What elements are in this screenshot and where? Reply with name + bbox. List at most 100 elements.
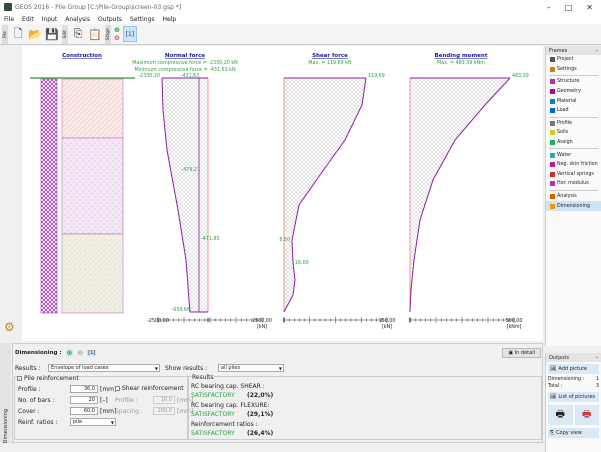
value-label: 8,50 xyxy=(279,237,290,243)
value-label: -479,27 xyxy=(181,167,200,173)
maximize-button[interactable]: □ xyxy=(564,2,573,12)
frame-item-settings[interactable]: Settings xyxy=(546,65,601,75)
minimize-button[interactable]: – xyxy=(546,2,551,12)
stage-button[interactable]: [1] xyxy=(87,350,97,356)
show-results-value: all piles xyxy=(221,365,241,371)
frame-item-geometry[interactable]: Geometry xyxy=(546,87,601,97)
paste-icon[interactable]: 📋 xyxy=(88,27,102,41)
frame-item-label: Hor. modulus xyxy=(557,181,589,187)
shear-summary-1: Max. = 119,69 kN xyxy=(308,60,352,66)
result-label: RC bearing cap. FLEXURE: xyxy=(191,402,270,409)
shear-area xyxy=(284,78,366,312)
remove-icon[interactable]: ⊖ xyxy=(77,349,84,357)
frame-item-profile[interactable]: Profile xyxy=(546,119,601,129)
frame-item-assign[interactable]: Assign xyxy=(546,138,601,148)
drawing-canvas[interactable]: Construction Normal force Maximum compres… xyxy=(22,46,543,341)
bars-unit: [–] xyxy=(100,396,108,404)
copy-view-icon: ⎘ xyxy=(550,430,555,436)
add-picture-icon: 🖼 xyxy=(550,366,557,372)
add-stage-icon[interactable]: ⊕ xyxy=(114,26,120,34)
frame-item-load[interactable]: Load xyxy=(546,106,601,116)
menu-analysis[interactable]: Analysis xyxy=(65,15,90,23)
frame-item-neg-skin-friction[interactable]: Neg. skin friction xyxy=(546,160,601,170)
pile xyxy=(40,78,58,314)
remove-stage-icon[interactable]: ⊖ xyxy=(114,34,120,42)
dimensioning-icon xyxy=(550,203,555,209)
frame-item-label: Neg. skin friction xyxy=(557,162,598,168)
menu-settings[interactable]: Settings xyxy=(129,15,155,23)
frame-item-structure[interactable]: Structure xyxy=(546,77,601,87)
menu-edit[interactable]: Edit xyxy=(22,15,34,23)
stage-button[interactable]: [1] xyxy=(122,26,137,42)
in-detail-button[interactable]: ▣ In detail xyxy=(502,348,541,358)
value-label: -2330,20 xyxy=(138,73,160,79)
results-group: Results RC bearing cap. SHEAR : SATISFAC… xyxy=(188,374,542,440)
cover-label: Cover : xyxy=(18,407,40,415)
pile-reinforcement-checkbox[interactable]: ✓ xyxy=(17,376,22,381)
shear-reinforcement-checkbox[interactable] xyxy=(115,386,120,391)
close-button[interactable]: ✕ xyxy=(586,2,593,12)
window-title: GEO5 2016 - Pile Group [C:\Pile-Group\sc… xyxy=(15,3,182,11)
shear-profile-label: Profile : xyxy=(115,396,138,404)
tick-label: 150,00 xyxy=(379,318,396,324)
frames-collapse-button[interactable]: – xyxy=(595,47,599,54)
menu-outputs[interactable]: Outputs xyxy=(97,15,122,23)
frame-item-analysis[interactable]: Analysis xyxy=(546,192,601,202)
dimensioning-count: 1 xyxy=(595,377,599,382)
copy-view-button[interactable]: ⎘ Copy view xyxy=(548,428,599,438)
menu-input[interactable]: Input xyxy=(41,15,58,23)
open-file-icon[interactable]: 📂 xyxy=(28,27,42,41)
save-icon[interactable]: 💾 xyxy=(45,27,59,41)
structure-icon xyxy=(550,79,555,85)
print-icon[interactable]: 🖶 xyxy=(548,405,573,425)
soil-layer-3 xyxy=(61,233,124,314)
menu-file[interactable]: File xyxy=(4,15,15,23)
frame-item-water[interactable]: Water xyxy=(546,150,601,160)
settings-gear-icon[interactable]: ⚙ xyxy=(4,320,15,334)
frame-item-material[interactable]: Material xyxy=(546,96,601,106)
frame-item-project[interactable]: Project xyxy=(546,55,601,65)
shear-profile-input[interactable]: 16,0 xyxy=(153,396,175,404)
spacing-unit: [mm] xyxy=(177,407,194,415)
dimensioning-header: Dimensioning : xyxy=(15,350,62,356)
frames-separator xyxy=(549,75,598,77)
frame-item-dimensioning[interactable]: Dimensioning xyxy=(546,201,601,211)
list-of-pictures-button[interactable]: 🖼 List of pictures xyxy=(548,392,599,402)
value-label: -471,85 xyxy=(201,236,220,242)
outputs-title: Outputs xyxy=(549,354,569,361)
left-strip: ⚙ xyxy=(0,46,22,341)
frame-item-label: Settings xyxy=(557,66,577,72)
frame-item-soils[interactable]: Soils xyxy=(546,128,601,138)
frame-item-label: Profile xyxy=(557,120,572,126)
copy-icon[interactable]: ⎘ xyxy=(73,27,83,40)
frame-item-hor-modulus[interactable]: Hor. modulus xyxy=(546,179,601,189)
moment-area xyxy=(410,78,510,312)
spacing-input[interactable]: 200,0 xyxy=(153,407,175,415)
profile-input[interactable]: 36,0 xyxy=(70,385,98,393)
total-count: 3 xyxy=(595,384,599,389)
new-file-icon[interactable]: 🗋 xyxy=(13,26,23,40)
dimensioning-count-label: Dimensioning : xyxy=(548,377,585,382)
bars-input[interactable]: 20 xyxy=(70,396,98,404)
frame-item-label: Water xyxy=(557,152,572,158)
outputs-header: Outputs – xyxy=(546,353,601,362)
frame-item-vertical-springs[interactable]: Vertical springs xyxy=(546,170,601,180)
tick-label: 2500,00 xyxy=(252,318,272,324)
add-picture-button[interactable]: 🖼 Add picture xyxy=(548,364,599,374)
result-label: Reinforcement ratios : xyxy=(191,421,258,428)
geometry-icon xyxy=(550,89,555,95)
dimensioning-side-tab[interactable]: Dimensioning xyxy=(0,343,11,443)
outputs-panel: Outputs – 🖼 Add picture Dimensioning :1 To… xyxy=(545,353,601,452)
pile-reinforcement-label: Pile reinforcement xyxy=(24,375,79,382)
add-icon[interactable]: ⊕ xyxy=(65,349,74,357)
results-select[interactable]: Envelope of load cases ▼ xyxy=(48,364,160,372)
tick-label: 0 xyxy=(282,318,285,324)
pile-reinforcement-group: ✓ Pile reinforcement Profile :36,0 [mm] No… xyxy=(14,375,193,440)
print-pdf-icon[interactable]: 🖶 xyxy=(574,405,599,425)
menu-help[interactable]: Help xyxy=(162,15,177,23)
show-results-select[interactable]: all piles ▼ xyxy=(218,364,284,372)
ratios-select[interactable]: pile ▼ xyxy=(70,418,116,426)
cover-input[interactable]: 60,0 xyxy=(70,407,98,415)
outputs-collapse-button[interactable]: – xyxy=(595,354,599,361)
frame-item-label: Material xyxy=(557,98,577,104)
